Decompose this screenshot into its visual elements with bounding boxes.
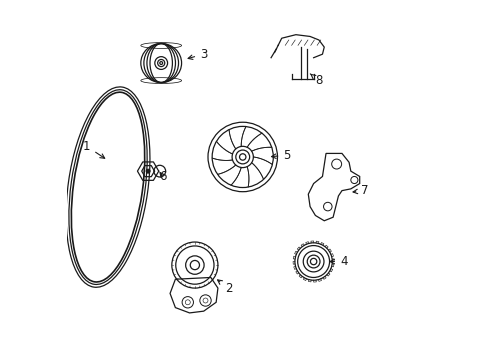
Text: 1: 1 (83, 140, 104, 158)
Text: 5: 5 (271, 149, 290, 162)
Circle shape (145, 169, 150, 173)
Text: 7: 7 (352, 184, 368, 197)
Text: 8: 8 (310, 74, 322, 87)
Text: 6: 6 (159, 170, 166, 183)
Text: 4: 4 (329, 255, 347, 268)
Text: 3: 3 (188, 48, 207, 61)
Text: 2: 2 (217, 280, 232, 294)
